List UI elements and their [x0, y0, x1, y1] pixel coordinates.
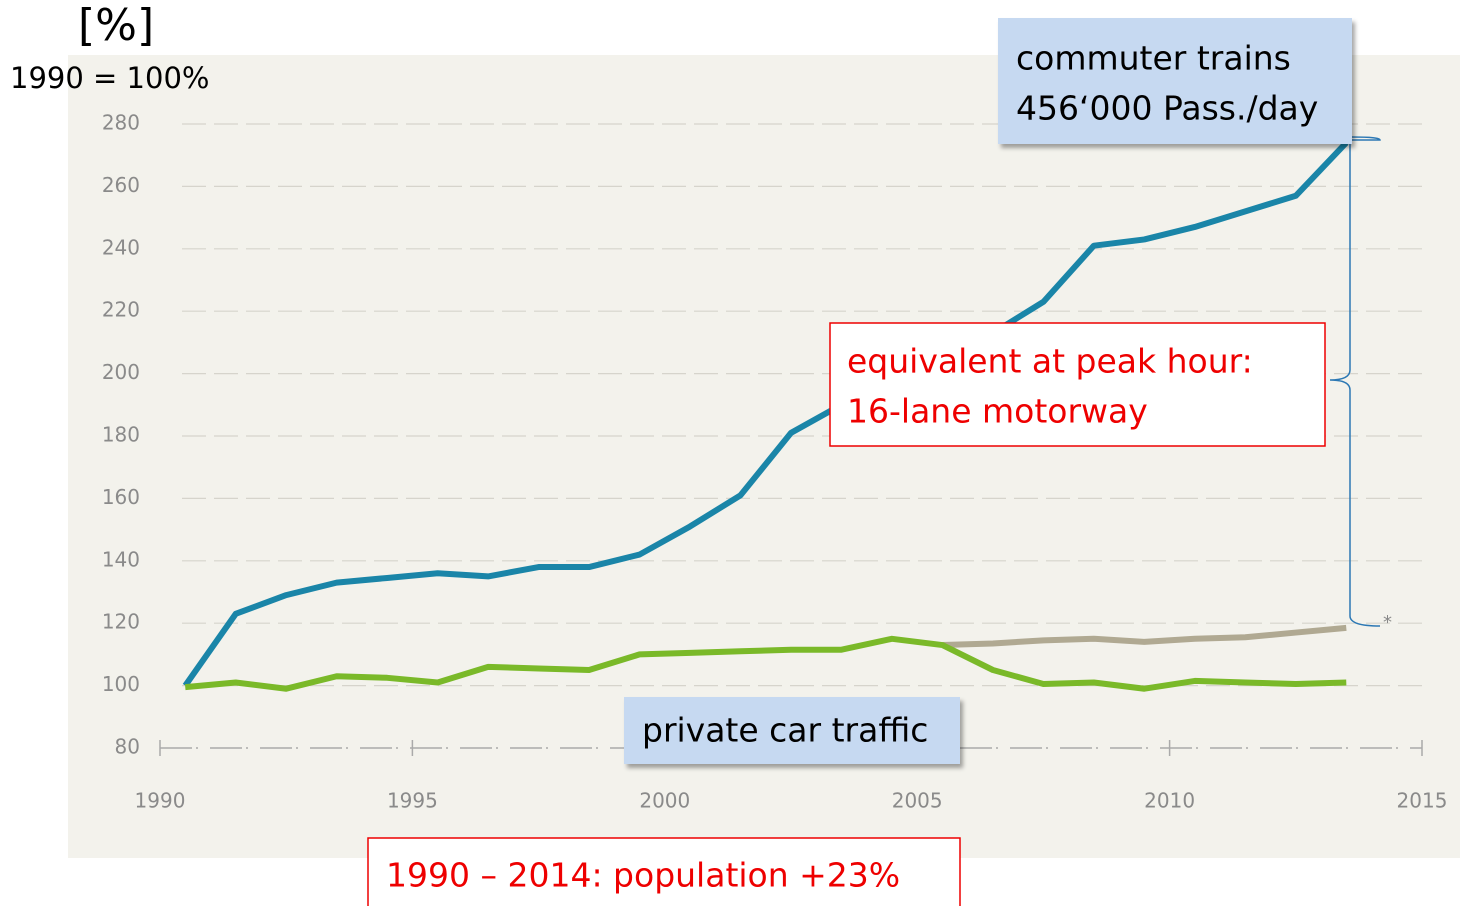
x-tick-label: 2010 — [1144, 789, 1195, 813]
unit-label: [%] — [78, 0, 154, 51]
x-tick-label: 2015 — [1397, 789, 1448, 813]
y-tick-label: 100 — [102, 672, 140, 696]
x-tick-label: 2000 — [639, 789, 690, 813]
asterisk: * — [1383, 612, 1392, 633]
brace — [1329, 136, 1381, 627]
series-line — [182, 140, 1349, 688]
y-tick-label: 260 — [102, 173, 140, 197]
series-line — [184, 635, 1347, 692]
base-note: 1990 = 100% — [10, 61, 209, 95]
y-tick-label: 140 — [102, 547, 140, 571]
y-tick-label: 120 — [102, 610, 140, 634]
y-tick-label: 80 — [115, 735, 140, 759]
y-tick-label: 280 — [102, 111, 140, 135]
x-tick-label: 1990 — [135, 789, 186, 813]
peak-label: 16-lane motorway — [847, 392, 1148, 431]
trains-label: 456‘000 Pass./day — [1016, 89, 1318, 128]
trains-label: commuter trains — [1016, 39, 1291, 78]
y-tick-label: 220 — [102, 298, 140, 322]
x-tick-label: 2005 — [892, 789, 943, 813]
population-label: 1990 – 2014: population +23% — [386, 856, 900, 895]
x-tick-label: 1995 — [387, 789, 438, 813]
cars-box — [624, 697, 960, 764]
y-tick-label: 200 — [102, 360, 140, 384]
peak-label: equivalent at peak hour: — [847, 342, 1253, 381]
peak-box — [829, 322, 1326, 447]
y-tick-label: 180 — [102, 423, 140, 447]
y-tick-label: 160 — [102, 485, 140, 509]
population-box — [367, 837, 961, 906]
y-tick-label: 240 — [102, 235, 140, 259]
cars-label: private car traffic — [642, 711, 928, 750]
series-line — [942, 624, 1347, 649]
trains-box — [998, 18, 1352, 144]
